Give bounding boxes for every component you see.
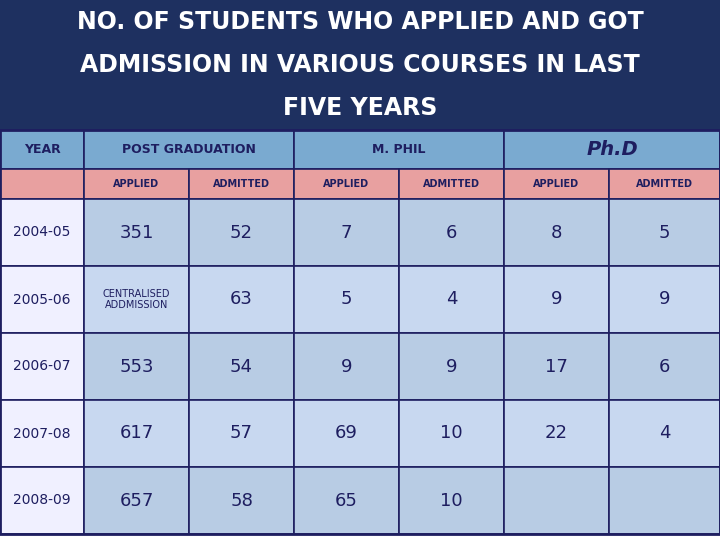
Text: 6: 6: [446, 224, 457, 241]
Text: 8: 8: [551, 224, 562, 241]
Text: Ph.D: Ph.D: [586, 140, 638, 159]
Bar: [189, 400, 294, 467]
Text: 7: 7: [341, 224, 352, 241]
Bar: [399, 266, 504, 333]
Bar: [399, 400, 504, 467]
Text: 2006-07: 2006-07: [13, 360, 71, 374]
Bar: [84, 266, 189, 333]
Bar: [609, 333, 720, 400]
Text: YEAR: YEAR: [24, 143, 60, 156]
Bar: [189, 333, 294, 400]
Bar: [609, 199, 720, 266]
Text: 553: 553: [120, 357, 154, 375]
Text: 58: 58: [230, 491, 253, 510]
Bar: [609, 467, 720, 534]
Bar: [0, 199, 84, 266]
Bar: [84, 467, 189, 534]
Text: 617: 617: [120, 424, 153, 442]
Text: 65: 65: [335, 491, 358, 510]
Text: 2004-05: 2004-05: [13, 226, 71, 240]
Bar: [0, 266, 84, 333]
Bar: [189, 266, 294, 333]
Bar: [609, 169, 720, 199]
Bar: [504, 400, 609, 467]
Bar: [0, 467, 84, 534]
Bar: [504, 199, 609, 266]
Bar: [294, 467, 399, 534]
Text: ADMISSION IN VARIOUS COURSES IN LAST: ADMISSION IN VARIOUS COURSES IN LAST: [80, 53, 640, 77]
Text: 54: 54: [230, 357, 253, 375]
Bar: [84, 199, 189, 266]
Text: ADMITTED: ADMITTED: [213, 179, 270, 189]
Text: POST GRADUATION: POST GRADUATION: [122, 143, 256, 156]
Text: 4: 4: [446, 291, 457, 308]
Bar: [84, 333, 189, 400]
Bar: [84, 130, 294, 169]
Bar: [399, 169, 504, 199]
Text: APPLIED: APPLIED: [323, 179, 369, 189]
Text: 22: 22: [545, 424, 568, 442]
Text: APPLIED: APPLIED: [534, 179, 580, 189]
Bar: [609, 266, 720, 333]
Text: 52: 52: [230, 224, 253, 241]
Bar: [504, 467, 609, 534]
Text: 351: 351: [120, 224, 153, 241]
Text: 657: 657: [120, 491, 153, 510]
Bar: [294, 169, 399, 199]
Text: 69: 69: [335, 424, 358, 442]
Bar: [399, 333, 504, 400]
Text: 17: 17: [545, 357, 568, 375]
Bar: [0, 333, 84, 400]
Text: 5: 5: [659, 224, 670, 241]
Text: NO. OF STUDENTS WHO APPLIED AND GOT: NO. OF STUDENTS WHO APPLIED AND GOT: [76, 10, 644, 33]
Bar: [84, 169, 189, 199]
Bar: [504, 130, 720, 169]
Bar: [504, 333, 609, 400]
Text: APPLIED: APPLIED: [114, 179, 160, 189]
Text: ADMITTED: ADMITTED: [423, 179, 480, 189]
Text: FIVE YEARS: FIVE YEARS: [283, 96, 437, 120]
Text: 9: 9: [446, 357, 457, 375]
Text: 2008-09: 2008-09: [13, 494, 71, 508]
Bar: [84, 400, 189, 467]
Bar: [504, 266, 609, 333]
Text: CENTRALISED
ADDMISSION: CENTRALISED ADDMISSION: [103, 289, 170, 310]
Text: 4: 4: [659, 424, 670, 442]
Bar: [294, 266, 399, 333]
Text: M. PHIL: M. PHIL: [372, 143, 426, 156]
Bar: [189, 169, 294, 199]
Text: 10: 10: [440, 491, 463, 510]
Bar: [189, 467, 294, 534]
Text: 5: 5: [341, 291, 352, 308]
Text: 2007-08: 2007-08: [13, 427, 71, 441]
Text: 63: 63: [230, 291, 253, 308]
Text: 6: 6: [659, 357, 670, 375]
Bar: [294, 333, 399, 400]
Bar: [0, 400, 84, 467]
Text: 10: 10: [440, 424, 463, 442]
Bar: [504, 169, 609, 199]
Bar: [609, 400, 720, 467]
Text: 9: 9: [551, 291, 562, 308]
Text: 57: 57: [230, 424, 253, 442]
Text: 2005-06: 2005-06: [13, 293, 71, 307]
Text: ADMITTED: ADMITTED: [636, 179, 693, 189]
Bar: [294, 199, 399, 266]
Text: 9: 9: [341, 357, 352, 375]
Bar: [399, 467, 504, 534]
Bar: [0, 0, 720, 130]
Bar: [294, 130, 504, 169]
Bar: [294, 400, 399, 467]
Bar: [0, 169, 84, 199]
Bar: [399, 199, 504, 266]
Text: 9: 9: [659, 291, 670, 308]
Bar: [0, 130, 720, 534]
Bar: [189, 199, 294, 266]
Bar: [0, 130, 84, 169]
